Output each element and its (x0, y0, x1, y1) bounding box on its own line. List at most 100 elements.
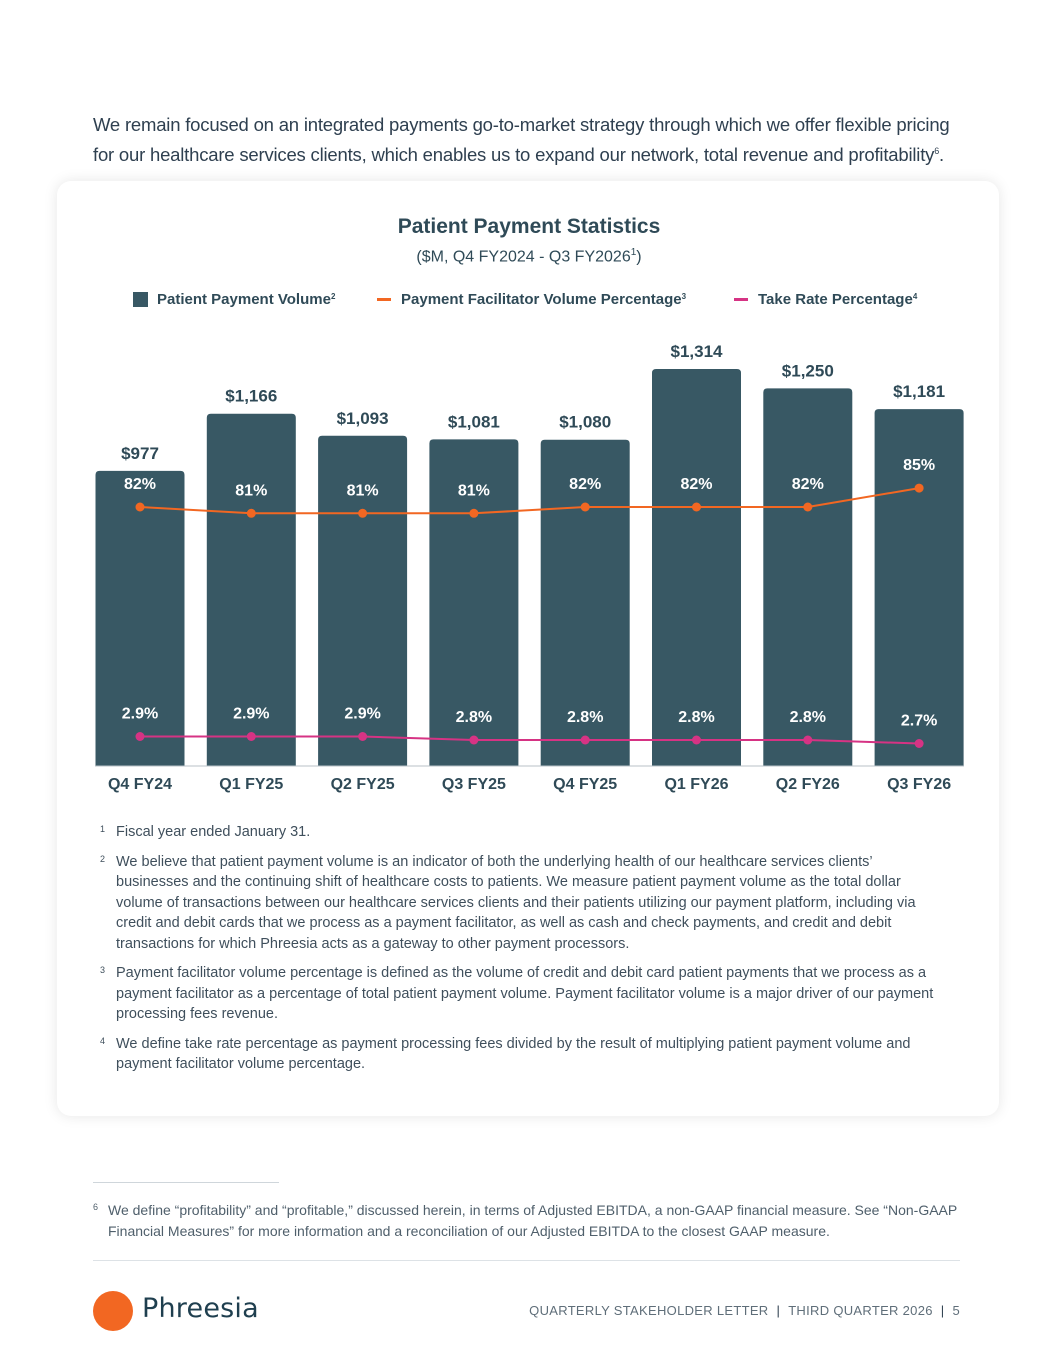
take-rate-value-label: 2.8% (790, 709, 826, 726)
legend-swatch-take-rate (734, 298, 748, 301)
facilitator-point (246, 508, 256, 518)
chart-subtitle-footnote-ref: 1 (630, 247, 637, 258)
footnote-2-text: We believe that patient payment volume i… (116, 853, 916, 952)
x-tick-label: Q1 FY26 (664, 776, 728, 793)
footnote-divider (93, 1182, 279, 1183)
footer-separator: | (776, 1303, 781, 1318)
bar (429, 439, 519, 766)
footnote-6-num: 6 (93, 1202, 99, 1212)
chart-subtitle-text: ($M, Q4 FY2024 - Q3 FY2026 (416, 248, 631, 266)
bar-value-label: $1,250 (782, 361, 834, 380)
bar-value-label: $1,314 (671, 342, 724, 361)
take-rate-line (140, 735, 920, 745)
footer-period: THIRD QUARTER 2026 (788, 1303, 933, 1318)
footnote-3-text: Payment facilitator volume percentage is… (116, 965, 934, 1022)
x-tick-label: Q3 FY25 (442, 776, 506, 793)
chart-plot: $977 $1,166 $1,093 $1,081 $1,080 $1,314 $1,250… (95, 342, 964, 793)
take-rate-value-label: 2.8% (678, 709, 714, 726)
facilitator-point (358, 508, 368, 518)
footnote-1-text: Fiscal year ended January 31. (116, 824, 311, 840)
legend-label-take-rate: Take Rate Percentage (758, 291, 913, 308)
x-tick-label: Q2 FY25 (331, 776, 395, 793)
x-tick-label: Q2 FY26 (776, 776, 840, 793)
bar (206, 413, 296, 766)
intro-paragraph: We remain focused on an integrated payme… (93, 111, 973, 168)
facilitator-point (803, 502, 813, 512)
take-rate-value-label: 2.8% (456, 709, 492, 726)
x-tick-label: Q4 FY24 (108, 776, 172, 793)
facilitator-value-label: 85% (903, 457, 935, 474)
facilitator-line (139, 487, 920, 515)
footnote-2: 2 We believe that patient payment volume … (100, 852, 940, 955)
legend-item-facilitator: Payment Facilitator Volume Percentage 3 (377, 291, 686, 308)
footnote-4-text: We define take rate percentage as paymen… (116, 1035, 911, 1073)
chart-subtitle: ($M, Q4 FY2024 - Q3 FY20261) (0, 247, 1055, 266)
facilitator-point (135, 502, 145, 512)
legend-sup-facilitator: 3 (681, 292, 687, 301)
facilitator-point (914, 483, 924, 493)
take-rate-point (580, 735, 590, 745)
page-number: 5 (952, 1303, 960, 1318)
footnote-1-num: 1 (100, 824, 106, 834)
bar (95, 470, 185, 766)
bar (652, 369, 741, 766)
x-tick-label: Q4 FY25 (553, 776, 617, 793)
legend-sup-volume: 2 (330, 292, 336, 301)
take-rate-point (135, 732, 145, 741)
take-rate-point (246, 732, 256, 741)
legend-item-take-rate: Take Rate Percentage 4 (734, 291, 917, 308)
bar-value-label: $1,181 (893, 382, 945, 401)
facilitator-value-label: 82% (792, 476, 824, 493)
bar (540, 439, 630, 766)
phreesia-logo-mark (93, 1291, 133, 1331)
facilitator-point (580, 502, 590, 512)
footer-divider (93, 1260, 960, 1261)
legend-swatch-volume (133, 292, 148, 307)
facilitator-value-label: 81% (458, 482, 490, 499)
legend-item-volume: Patient Payment Volume 2 (133, 291, 335, 308)
legend-label-volume: Patient Payment Volume (157, 291, 331, 308)
bar-value-label: $1,093 (337, 409, 389, 428)
intro-text: We remain focused on an integrated payme… (93, 113, 950, 165)
chart-subtitle-end: ) (636, 248, 642, 266)
take-rate-value-label: 2.9% (122, 706, 158, 723)
footnote-1: 1 Fiscal year ended January 31. (100, 822, 940, 843)
facilitator-value-label: 82% (124, 476, 156, 493)
facilitator-value-label: 82% (569, 476, 601, 493)
bar (763, 388, 853, 766)
footer-doc-title: QUARTERLY STAKEHOLDER LETTER (529, 1303, 769, 1318)
take-rate-value-label: 2.7% (901, 713, 937, 730)
footnote-4: 4 We define take rate percentage as payme… (100, 1034, 940, 1075)
facilitator-point (692, 502, 701, 512)
intro-end: . (939, 143, 944, 165)
x-tick-label: Q3 FY26 (887, 776, 951, 793)
footer-separator: | (940, 1303, 945, 1318)
footer-info: QUARTERLY STAKEHOLDER LETTER | THIRD QUART… (529, 1303, 960, 1318)
take-rate-point (803, 735, 813, 745)
bar (318, 435, 408, 766)
facilitator-value-label: 81% (347, 482, 379, 499)
bar-value-label: $1,080 (559, 413, 611, 432)
intro-footnote-ref: 6 (934, 145, 939, 156)
facilitator-value-label: 81% (235, 482, 267, 499)
footnote-3-num: 3 (100, 965, 106, 975)
bar (874, 409, 964, 766)
chart-footnotes: 1 Fiscal year ended January 31. 2 We belie… (100, 822, 940, 1084)
take-rate-value-label: 2.8% (567, 709, 603, 726)
take-rate-point (358, 732, 368, 741)
legend-label-facilitator: Payment Facilitator Volume Percentage (401, 291, 682, 308)
facilitator-point (469, 508, 479, 518)
chart-title: Patient Payment Statistics (397, 215, 661, 238)
take-rate-value-label: 2.9% (344, 706, 380, 723)
footnote-6-text: We define “profitability” and “profitabl… (108, 1202, 957, 1239)
legend-swatch-facilitator (377, 298, 391, 301)
footnote-4-num: 4 (100, 1035, 106, 1046)
bar-value-label: $1,166 (225, 387, 277, 406)
footnote-6: 6 We define “profitability” and “profita… (93, 1200, 963, 1241)
facilitator-value-label: 82% (680, 476, 712, 493)
legend-sup-take-rate: 4 (912, 292, 918, 301)
take-rate-point (692, 735, 701, 745)
take-rate-value-label: 2.9% (233, 706, 269, 723)
footnote-3: 3 Payment facilitator volume percentage i… (100, 963, 940, 1025)
bar-value-label: $977 (121, 444, 159, 463)
